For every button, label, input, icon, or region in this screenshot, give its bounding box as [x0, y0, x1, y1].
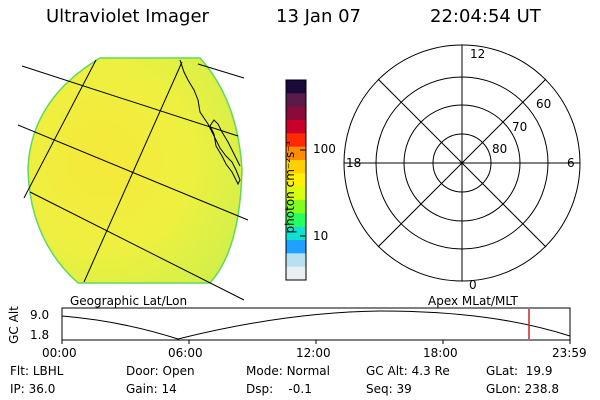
lat-label-70: 70 [512, 120, 528, 134]
colorbar-segment [286, 120, 306, 134]
lat-label-80: 80 [492, 142, 508, 156]
status-gcalt: GC Alt: 4.3 Re [366, 364, 450, 378]
door-value: Open [162, 364, 195, 378]
ip-value: 36.0 [28, 382, 56, 396]
mlt-label-6: 6 [567, 156, 575, 170]
colorbar-segment [286, 226, 306, 241]
apex-caption: Apex MLat/MLT [428, 294, 518, 308]
uv-globe-image [17, 57, 249, 301]
polar-diagonal [377, 78, 547, 248]
colorbar-segment [286, 160, 306, 174]
seq-value: 39 [396, 382, 412, 396]
dsp-label: Dsp: [246, 382, 274, 396]
colorbar-frame [285, 79, 307, 281]
colorbar-segment [286, 133, 306, 148]
status-gain: Gain: 14 [126, 382, 177, 396]
mode-label: Mode: [246, 364, 283, 378]
time-tick-1200: 12:00 [296, 346, 331, 360]
glon-value: 238.8 [524, 382, 559, 396]
gain-label: Gain: [126, 382, 158, 396]
altitude-frame [61, 307, 571, 341]
colorbar-segment [286, 253, 306, 268]
lon-line [197, 63, 245, 79]
date-label: 13 Jan 07 [276, 6, 361, 27]
status-glat: GLat: 19.9 [486, 364, 552, 378]
dsp-value: -0.1 [288, 382, 312, 396]
status-door: Door: Open [126, 364, 195, 378]
lat-line [21, 65, 239, 137]
mode-value: Normal [286, 364, 330, 378]
status-ip: IP: 36.0 [10, 382, 55, 396]
ip-label: IP: [10, 382, 25, 396]
seq-label: Seq: [366, 382, 393, 396]
mlt-label-18: 18 [346, 156, 362, 170]
colorbar-tick-100: 100 [313, 142, 336, 156]
status-flt: Flt: LBHL [10, 364, 63, 378]
colorbar-segment [286, 213, 306, 228]
lat-line [29, 191, 245, 301]
gcalt-value: 4.3 Re [411, 364, 450, 378]
coastline [179, 59, 241, 186]
glat-value: 19.9 [525, 364, 553, 378]
time-tick-0000: 00:00 [42, 346, 77, 360]
polar-plot [343, 44, 581, 282]
time-tick-0600: 06:00 [168, 346, 203, 360]
lat-label-60: 60 [536, 97, 552, 111]
door-label: Door: [126, 364, 159, 378]
time-tick-2359: 23:59 [552, 346, 587, 360]
status-mode: Mode: Normal [246, 364, 330, 378]
glat-label: GLat: [486, 364, 519, 378]
altitude-ytick-max: 9.0 [30, 308, 50, 322]
flt-value: LBHL [32, 364, 64, 378]
altitude-ytick-min: 1.8 [30, 328, 50, 342]
altitude-plot [61, 307, 571, 344]
gcalt-label: GC Alt: [366, 364, 408, 378]
glon-label: GLon: [486, 382, 521, 396]
status-glon: GLon: 238.8 [486, 382, 559, 396]
status-seq: Seq: 39 [366, 382, 412, 396]
lon-line [23, 59, 97, 199]
time-tick-1800: 18:00 [423, 346, 458, 360]
geographic-caption: Geographic Lat/Lon [70, 294, 188, 308]
colorbar-segment [286, 80, 306, 94]
status-dsp: Dsp: -0.1 [246, 382, 312, 396]
colorbar-tick-10: 10 [313, 229, 329, 243]
color-scale-bar [285, 79, 307, 281]
mlt-label-12: 12 [470, 47, 486, 61]
colorbar-unit-label: photon cm⁻²s⁻¹ [283, 140, 297, 234]
altitude-curve [61, 310, 571, 340]
app-title: Ultraviolet Imager [46, 6, 209, 27]
colorbar-segment [286, 266, 306, 281]
colorbar-segment [286, 186, 306, 201]
colorbar-segment [286, 93, 306, 108]
lon-line [83, 61, 183, 283]
gain-value: 14 [161, 382, 177, 396]
colorbar-segment [286, 106, 306, 121]
mlt-label-0: 0 [469, 278, 477, 292]
colorbar-segment [286, 240, 306, 254]
colorbar-segment [286, 173, 306, 188]
colorbar-segment [286, 200, 306, 214]
time-label: 22:04:54 UT [430, 6, 541, 27]
altitude-ylabel: GC Alt [7, 306, 21, 344]
flt-label: Flt: [10, 364, 29, 378]
